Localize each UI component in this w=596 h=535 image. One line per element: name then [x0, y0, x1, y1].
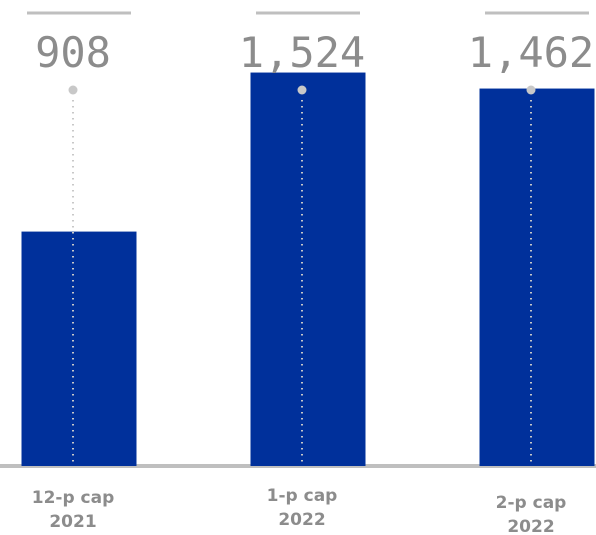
connector-dot: [527, 86, 536, 95]
data-label: 908: [35, 28, 111, 77]
data-label: 1,524: [239, 28, 365, 77]
x-tick-label: 12-p cap: [32, 488, 115, 508]
x-tick-label: 2021: [49, 512, 96, 532]
bar: [251, 73, 366, 466]
data-label: 1,462: [468, 28, 594, 77]
x-tick-label: 2022: [507, 517, 554, 535]
bar: [480, 89, 595, 466]
bar: [22, 232, 137, 466]
x-tick-label: 1-p cap: [267, 486, 338, 506]
x-tick-label: 2-p cap: [496, 493, 567, 513]
connector-dot: [69, 86, 78, 95]
x-tick-label: 2022: [278, 510, 325, 530]
connector-dot: [298, 86, 307, 95]
